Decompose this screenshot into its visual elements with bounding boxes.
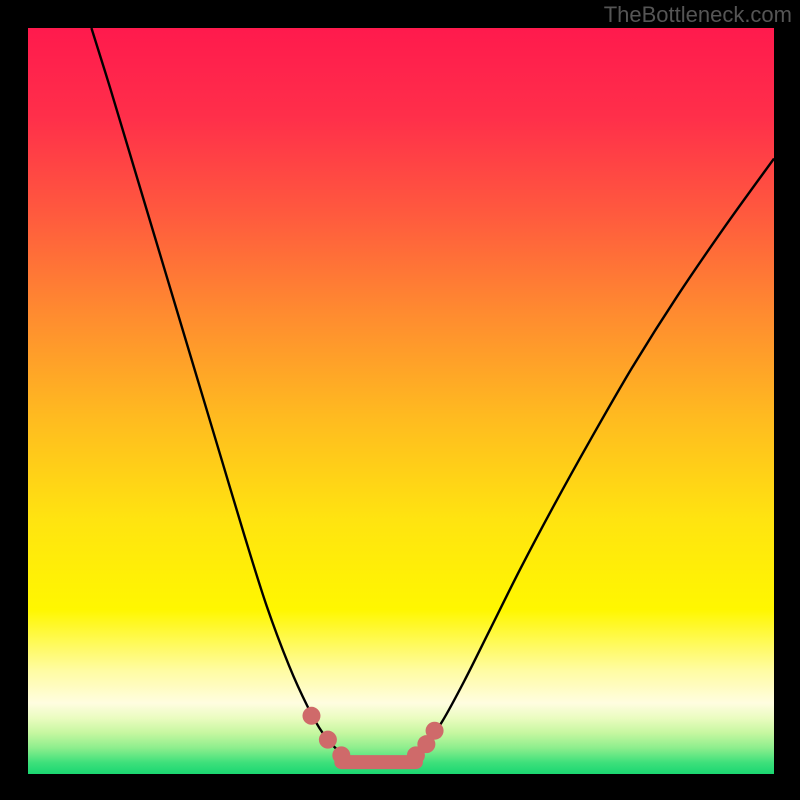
valley-marker-dot [319, 731, 337, 749]
valley-marker-dot [332, 746, 350, 764]
valley-marker-dot [426, 722, 444, 740]
watermark-text: TheBottleneck.com [604, 2, 792, 28]
bottleneck-curve-chart [0, 0, 800, 800]
valley-marker-dot [302, 707, 320, 725]
chart-frame: TheBottleneck.com [0, 0, 800, 800]
plot-background [28, 28, 774, 774]
